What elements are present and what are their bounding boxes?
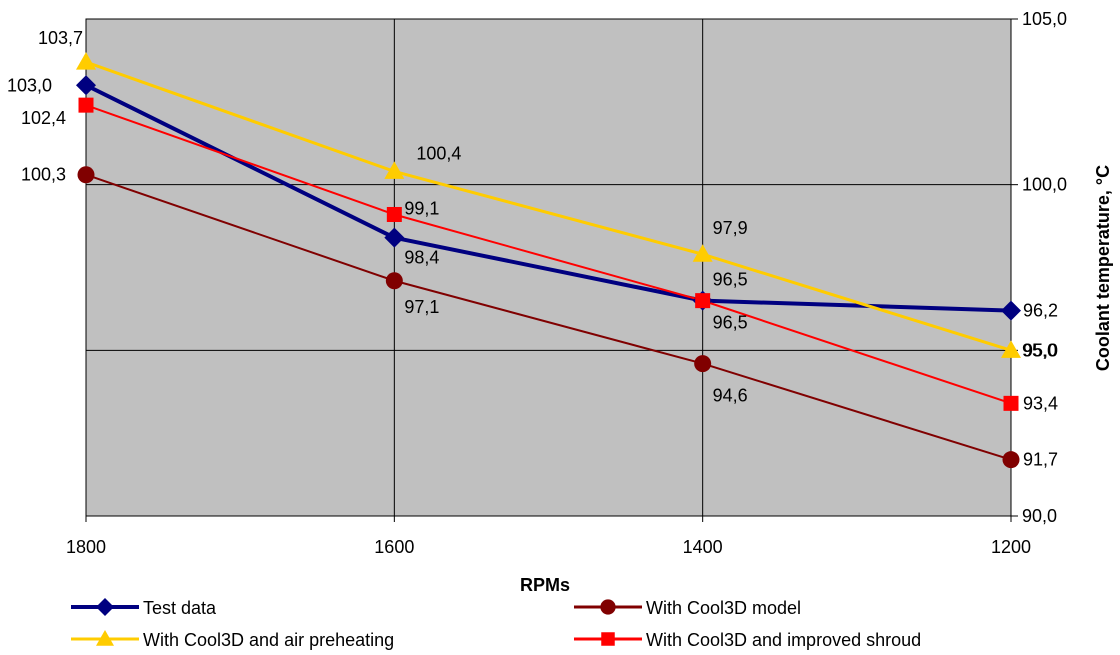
gridlines (86, 19, 1011, 516)
legend-label: With Cool3D model (646, 598, 801, 618)
data-point-square (1003, 395, 1019, 411)
x-tick-label: 1600 (374, 537, 414, 557)
data-point-circle (1002, 451, 1020, 469)
data-point-square (78, 97, 94, 113)
data-point-square (386, 206, 402, 222)
series-line-diamond (85, 83, 1012, 313)
data-label: 97,9 (713, 218, 748, 238)
legend-entry: Test data (71, 598, 217, 618)
y-tick-label: 95,0 (1022, 340, 1057, 360)
legend-marker-triangle (96, 630, 114, 646)
legend-entry: With Cool3D model (574, 598, 801, 618)
legend-marker-circle (600, 599, 616, 615)
data-label: 102,4 (21, 108, 66, 128)
data-label: 91,7 (1023, 450, 1058, 470)
data-label: 96,5 (713, 313, 748, 333)
data-label: 98,4 (404, 248, 439, 268)
data-labels: 103,0 98,4 96,5 96,2 100,3 97,1 94,6 91,7 103,7 1… (7, 28, 1058, 470)
x-axis-title: RPMs (520, 575, 570, 595)
y-axis-title: Coolant temperature, °C (1093, 165, 1113, 371)
data-point-triangle (692, 244, 713, 262)
legend-marker-diamond (96, 598, 114, 616)
series-line-triangle (85, 60, 1012, 352)
series-markers (76, 52, 1021, 469)
data-point-triangle (384, 161, 405, 179)
x-tick-label: 1800 (66, 537, 106, 557)
legend-label: With Cool3D and improved shroud (646, 630, 921, 650)
data-point-circle (77, 166, 95, 184)
series-line-square (85, 104, 1012, 405)
data-label: 97,1 (404, 297, 439, 317)
y-tick-label: 100,0 (1022, 175, 1067, 195)
data-label: 100,4 (416, 143, 461, 163)
data-label: 94,6 (713, 386, 748, 406)
legend-entry: With Cool3D and air preheating (71, 630, 394, 650)
data-label: 100,3 (21, 165, 66, 185)
data-label: 93,4 (1023, 393, 1058, 413)
data-label: 96,5 (713, 270, 748, 290)
data-point-triangle (76, 52, 96, 70)
series-line-circle (85, 173, 1012, 461)
x-axis-ticks: 1800 1600 1400 1200 (66, 516, 1031, 557)
legend-label: Test data (143, 598, 217, 618)
data-point-circle (385, 272, 403, 290)
data-label: 95,0 (1023, 340, 1058, 360)
data-point-diamond (76, 75, 96, 96)
legend: Test data With Cool3D model With Cool3D an… (71, 598, 921, 650)
x-tick-label: 1200 (991, 537, 1031, 557)
data-label: 103,0 (7, 75, 52, 95)
series-lines (85, 60, 1012, 461)
data-label: 99,1 (404, 198, 439, 218)
data-point-square (695, 293, 711, 309)
data-point-diamond (384, 227, 405, 248)
data-label: 103,7 (38, 28, 83, 48)
data-label: 96,2 (1023, 301, 1058, 321)
data-point-triangle (1001, 340, 1021, 358)
data-point-diamond (1001, 300, 1021, 321)
y-tick-label: 105,0 (1022, 9, 1067, 29)
legend-entry: With Cool3D and improved shroud (574, 630, 921, 650)
legend-label: With Cool3D and air preheating (143, 630, 394, 650)
plot-border (85, 18, 1012, 517)
x-tick-label: 1400 (683, 537, 723, 557)
legend-marker-square (601, 632, 615, 646)
y-tick-label: 90,0 (1022, 506, 1057, 526)
y-axis-ticks: 90,0 95,0 100,0 105,0 (1011, 9, 1067, 526)
data-point-circle (694, 355, 712, 373)
